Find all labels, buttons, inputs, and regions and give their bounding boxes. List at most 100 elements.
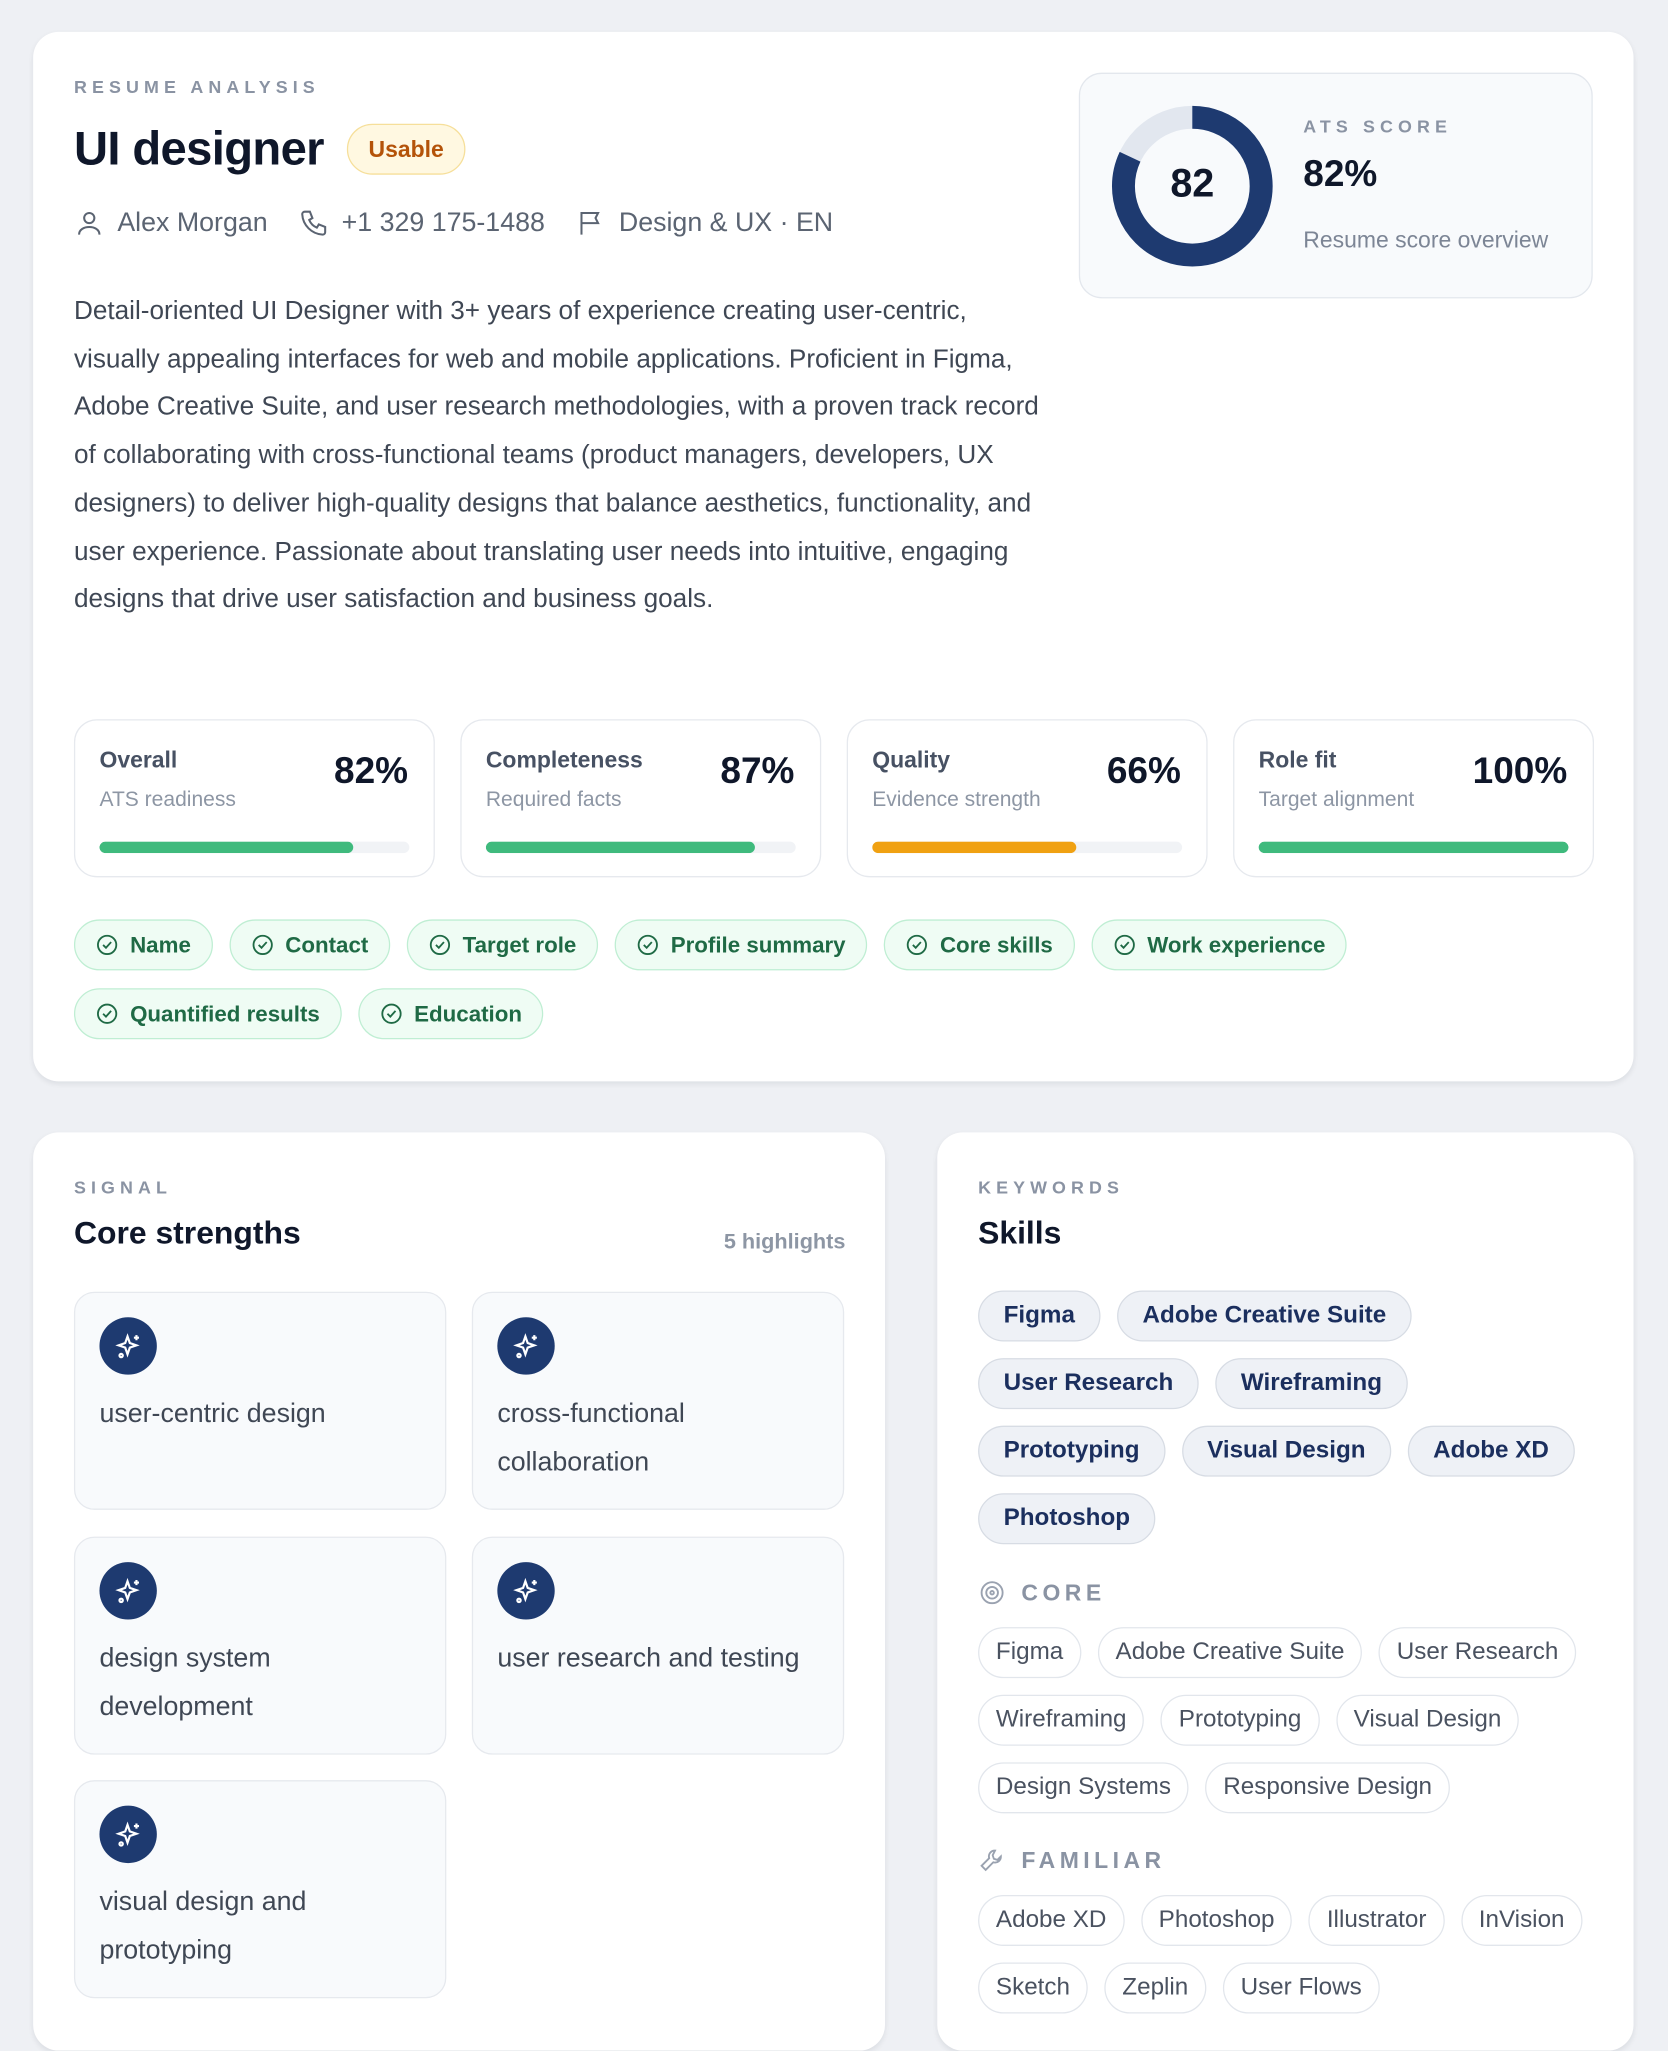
wrench-icon [980, 1849, 1002, 1872]
section-eyebrow: RESUME ANALYSIS [73, 76, 320, 97]
ats-score-donut [1111, 105, 1273, 267]
core-skill-pill: Wireframing [978, 1694, 1145, 1746]
metric-value: 87% [720, 751, 795, 792]
title-row: UI designer Usable [74, 122, 466, 176]
ats-label: ATS SCORE [1303, 116, 1452, 137]
check-circle-icon [637, 934, 658, 956]
candidate-phone: +1 329 175-1488 [298, 208, 545, 239]
metric-progress-fill [872, 841, 1077, 854]
status-badge: Usable [346, 123, 466, 175]
flag-icon [580, 211, 601, 235]
check-circle-icon [1114, 934, 1135, 956]
phone-icon [301, 210, 327, 236]
core-skill-pill: Prototyping [1160, 1694, 1320, 1746]
metric-subtitle: ATS readiness [99, 788, 236, 812]
metric-card: Quality Evidence strength 66% [846, 719, 1208, 878]
strength-tile: cross-functional collaboration [471, 1291, 845, 1510]
metric-progress-bar [485, 841, 796, 854]
core-skill-pill: Visual Design [1335, 1694, 1520, 1746]
donut-arc [1111, 105, 1273, 267]
metric-card: Role fit Target alignment 100% [1233, 719, 1594, 878]
check-circle-icon [381, 1003, 402, 1024]
check-circle-icon [252, 934, 273, 956]
page-title: UI designer [73, 122, 325, 175]
sparkle-icon [99, 1805, 157, 1864]
meta-row: Alex Morgan +1 329 175-1488 Design & UX … [74, 208, 833, 239]
keyword-pill: Wireframing [1215, 1358, 1408, 1410]
core-skill-pill: Figma [978, 1627, 1082, 1679]
sparkle-icon [99, 1562, 157, 1620]
ats-percent: 82% [1303, 154, 1378, 196]
familiar-heading: FAMILIAR [978, 1846, 1165, 1874]
familiar-skill-pill: Zeplin [1104, 1962, 1207, 2014]
ats-score-number: 82 [1170, 160, 1215, 206]
keyword-list: Figma Adobe Creative Suite User Research Wi… [978, 1290, 1603, 1545]
metric-progress-fill [1258, 841, 1569, 854]
familiar-skill-pill: Sketch [978, 1962, 1088, 2014]
metric-title: Quality [872, 747, 951, 773]
metric-progress-fill [99, 841, 354, 854]
check-chip: Name [73, 919, 213, 971]
check-circle-icon [429, 934, 450, 956]
core-skill-pill: User Research [1378, 1627, 1577, 1679]
strength-tile: design system development [73, 1536, 447, 1755]
skills-title: Skills [978, 1215, 1062, 1251]
familiar-skill-pill: Illustrator [1308, 1894, 1445, 1946]
core-skill-pill: Design Systems [978, 1762, 1189, 1814]
familiar-skill-pill: Adobe XD [978, 1894, 1125, 1946]
keyword-pill: Visual Design [1181, 1425, 1392, 1477]
familiar-skill-pill: Photoshop [1140, 1894, 1293, 1946]
metric-value: 66% [1106, 751, 1181, 792]
metric-progress-bar [99, 841, 410, 854]
check-chip: Quantified results [73, 988, 342, 1040]
metric-title: Completeness [485, 747, 643, 773]
metric-card: Completeness Required facts 87% [460, 719, 822, 878]
core-skill-pill: Responsive Design [1205, 1762, 1450, 1814]
strength-text: user-centric design [99, 1398, 326, 1429]
strength-text: design system development [99, 1643, 271, 1722]
metric-subtitle: Required facts [485, 788, 622, 812]
metric-card: Overall ATS readiness 82% [73, 719, 435, 878]
keyword-pill: User Research [978, 1358, 1199, 1410]
keyword-pill: Prototyping [978, 1425, 1166, 1477]
strengths-count: 5 highlights [723, 1229, 846, 1254]
metric-subtitle: Target alignment [1258, 788, 1415, 812]
metric-progress-fill [485, 841, 756, 854]
familiar-skill-pill: InVision [1460, 1894, 1583, 1946]
candidate-name: Alex Morgan [74, 208, 268, 239]
check-chip: Education [358, 988, 544, 1040]
metric-title: Role fit [1258, 747, 1337, 773]
ats-score-box: 82 ATS SCORE 82% Resume score overview [1078, 72, 1593, 299]
strengths-title: Core strengths [73, 1215, 301, 1251]
metric-progress-bar [872, 841, 1183, 854]
user-icon [78, 211, 101, 235]
sparkle-icon [99, 1317, 157, 1375]
keyword-pill: Adobe Creative Suite [1117, 1290, 1412, 1342]
sparkle-icon [497, 1562, 555, 1620]
section-checks: Name Contact Target role Profile summary Cor… [73, 919, 1604, 1040]
core-skill-list: Figma Adobe Creative Suite User Research Wi… [978, 1627, 1603, 1814]
check-chip: Contact [229, 919, 390, 971]
sparkle-icon [497, 1317, 555, 1375]
candidate-category: Design & UX · EN [575, 208, 833, 239]
strength-tile: user research and testing [471, 1536, 845, 1755]
strength-text: user research and testing [497, 1643, 800, 1674]
familiar-skill-list: Adobe XD Photoshop Illustrator InVision Sket… [978, 1894, 1603, 2014]
strength-text: visual design and prototyping [99, 1887, 307, 1966]
strength-tile: visual design and prototyping [73, 1780, 447, 1999]
strengths-eyebrow: SIGNAL [73, 1177, 173, 1198]
check-circle-icon [906, 934, 928, 956]
check-circle-icon [97, 1003, 118, 1024]
strength-text: cross-functional collaboration [497, 1398, 685, 1477]
metric-value: 100% [1472, 751, 1568, 792]
ats-caption: Resume score overview [1303, 226, 1549, 253]
metric-value: 82% [334, 751, 409, 792]
core-heading: CORE [978, 1579, 1106, 1607]
familiar-skill-pill: User Flows [1222, 1962, 1380, 2014]
keyword-pill: Figma [978, 1290, 1101, 1342]
core-skill-pill: Adobe Creative Suite [1097, 1627, 1363, 1679]
check-chip: Target role [406, 919, 599, 971]
target-icon [980, 1581, 1004, 1605]
keyword-pill: Photoshop [978, 1493, 1156, 1545]
check-chip: Core skills [883, 919, 1075, 971]
